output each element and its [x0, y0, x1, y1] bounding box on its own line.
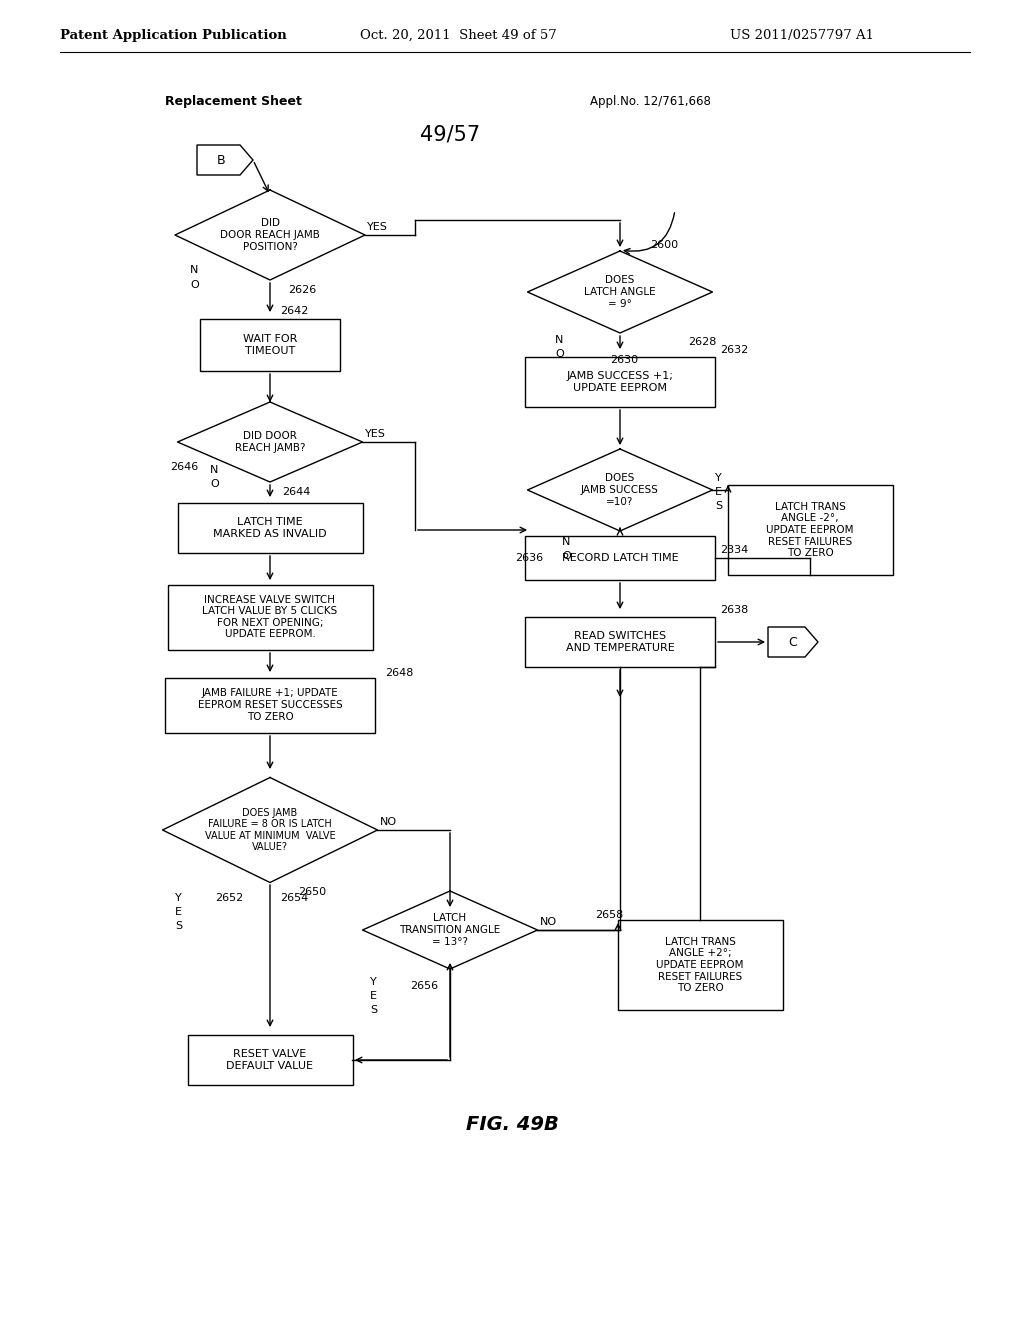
Text: RESET VALVE
DEFAULT VALUE: RESET VALVE DEFAULT VALUE: [226, 1049, 313, 1071]
Bar: [525, 356, 715, 407]
Text: O: O: [555, 348, 564, 359]
Text: 2648: 2648: [385, 668, 414, 678]
Text: US 2011/0257797 A1: US 2011/0257797 A1: [730, 29, 874, 41]
Text: 2628: 2628: [688, 337, 717, 347]
Text: YES: YES: [365, 429, 386, 440]
Text: YES: YES: [367, 222, 388, 232]
Polygon shape: [197, 145, 253, 176]
Polygon shape: [768, 627, 818, 657]
Text: Replacement Sheet: Replacement Sheet: [165, 95, 302, 108]
Text: DID DOOR
REACH JAMB?: DID DOOR REACH JAMB?: [234, 432, 305, 453]
Text: 49/57: 49/57: [420, 125, 480, 145]
Bar: [187, 1035, 352, 1085]
Text: DID
DOOR REACH JAMB
POSITION?: DID DOOR REACH JAMB POSITION?: [220, 218, 319, 252]
Text: N: N: [562, 537, 570, 546]
Bar: [525, 616, 715, 667]
Text: DOES JAMB
FAILURE = 8 OR IS LATCH
VALUE AT MINIMUM  VALVE
VALUE?: DOES JAMB FAILURE = 8 OR IS LATCH VALUE …: [205, 808, 335, 853]
Text: Appl.No. 12/761,668: Appl.No. 12/761,668: [590, 95, 711, 108]
Bar: [617, 920, 782, 1010]
Text: FIG. 49B: FIG. 49B: [466, 1115, 558, 1134]
Text: 2650: 2650: [298, 887, 326, 898]
Text: E: E: [175, 907, 182, 917]
Text: E: E: [715, 487, 722, 498]
Text: JAMB SUCCESS +1;
UPDATE EEPROM: JAMB SUCCESS +1; UPDATE EEPROM: [566, 371, 674, 393]
Text: N: N: [555, 335, 563, 345]
Bar: [525, 536, 715, 579]
Text: S: S: [370, 1005, 377, 1015]
Text: 2600: 2600: [650, 240, 678, 249]
Text: LATCH
TRANSITION ANGLE
= 13°?: LATCH TRANSITION ANGLE = 13°?: [399, 913, 501, 946]
Text: C: C: [788, 635, 798, 648]
Text: Oct. 20, 2011  Sheet 49 of 57: Oct. 20, 2011 Sheet 49 of 57: [360, 29, 557, 41]
Bar: [165, 677, 375, 733]
Text: RECORD LATCH TIME: RECORD LATCH TIME: [562, 553, 678, 564]
Text: S: S: [175, 921, 182, 931]
Text: NO: NO: [540, 917, 557, 927]
Bar: [200, 319, 340, 371]
Text: S: S: [715, 502, 722, 511]
Text: O: O: [190, 280, 199, 290]
Text: READ SWITCHES
AND TEMPERATURE: READ SWITCHES AND TEMPERATURE: [565, 631, 675, 653]
Text: E: E: [370, 991, 377, 1001]
Text: 2658: 2658: [595, 909, 624, 920]
Text: 2630: 2630: [610, 355, 638, 366]
Text: N: N: [190, 265, 199, 275]
Text: 2334: 2334: [720, 545, 749, 554]
Text: LATCH TIME
MARKED AS INVALID: LATCH TIME MARKED AS INVALID: [213, 517, 327, 539]
Text: DOES
LATCH ANGLE
= 9°: DOES LATCH ANGLE = 9°: [584, 276, 655, 309]
Text: LATCH TRANS
ANGLE +2°;
UPDATE EEPROM
RESET FAILURES
TO ZERO: LATCH TRANS ANGLE +2°; UPDATE EEPROM RES…: [656, 937, 743, 993]
Text: NO: NO: [380, 817, 397, 828]
Text: B: B: [217, 153, 225, 166]
Bar: [168, 585, 373, 649]
Bar: [727, 484, 893, 576]
Text: Y: Y: [715, 473, 722, 483]
Text: Y: Y: [370, 977, 377, 987]
Text: WAIT FOR
TIMEOUT: WAIT FOR TIMEOUT: [243, 334, 297, 356]
Text: O: O: [210, 479, 219, 488]
Text: O: O: [562, 550, 570, 561]
Text: 2654: 2654: [280, 894, 308, 903]
Text: 2642: 2642: [280, 306, 308, 315]
Bar: [177, 503, 362, 553]
Text: 2632: 2632: [720, 345, 749, 355]
Text: 2638: 2638: [720, 605, 749, 615]
Text: 2636: 2636: [515, 553, 543, 564]
Text: 2644: 2644: [282, 487, 310, 498]
Text: DOES
JAMB SUCCESS
=10?: DOES JAMB SUCCESS =10?: [581, 474, 658, 507]
Text: LATCH TRANS
ANGLE -2°,
UPDATE EEPROM
RESET FAILURES
TO ZERO: LATCH TRANS ANGLE -2°, UPDATE EEPROM RES…: [766, 502, 854, 558]
Text: INCREASE VALVE SWITCH
LATCH VALUE BY 5 CLICKS
FOR NEXT OPENING;
UPDATE EEPROM.: INCREASE VALVE SWITCH LATCH VALUE BY 5 C…: [203, 594, 338, 639]
Text: 2626: 2626: [288, 285, 316, 294]
Text: Y: Y: [175, 894, 181, 903]
Text: 2652: 2652: [215, 894, 244, 903]
Text: 2656: 2656: [410, 981, 438, 991]
Text: JAMB FAILURE +1; UPDATE
EEPROM RESET SUCCESSES
TO ZERO: JAMB FAILURE +1; UPDATE EEPROM RESET SUC…: [198, 689, 342, 722]
Text: 2646: 2646: [170, 462, 199, 473]
Text: N: N: [210, 465, 218, 475]
Text: Patent Application Publication: Patent Application Publication: [60, 29, 287, 41]
